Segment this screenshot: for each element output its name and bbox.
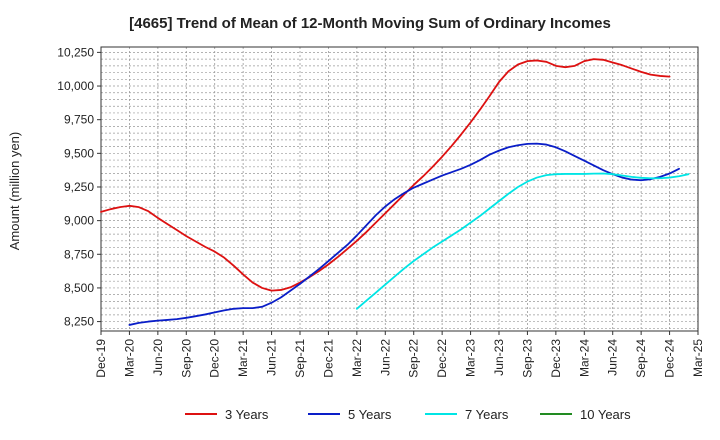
legend-label-5-years: 5 Years [348, 407, 392, 422]
x-tick-label: Mar-24 [577, 339, 591, 377]
series-line-5-years [128, 142, 680, 326]
x-tick-label: Sep-22 [407, 339, 421, 378]
x-tick-label: Sep-24 [634, 339, 648, 378]
plot-area: 8,250 8,500 8,750 9,000 9,250 9,500 9,750 10,00… [57, 45, 705, 377]
y-axis-label: Amount (million yen) [7, 132, 22, 251]
y-tick-label: 8,250 [64, 315, 94, 329]
y-tick-label: 10,000 [57, 79, 94, 93]
x-tick-label: Dec-20 [208, 339, 222, 378]
x-tick-label: Mar-22 [350, 339, 364, 377]
plot-frame [100, 46, 699, 332]
y-tick-label: 8,500 [64, 281, 94, 295]
x-tick-label: Jun-24 [606, 339, 620, 376]
legend: 3 Years 5 Years 7 Years 10 Years [185, 407, 631, 422]
x-tick-label: Dec-19 [94, 339, 108, 378]
series-line-7-years [355, 172, 690, 310]
y-tick-label: 9,500 [64, 146, 94, 160]
x-tick-label: Dec-21 [321, 339, 335, 378]
plot-background [101, 47, 698, 331]
y-tick-label: 9,000 [64, 214, 94, 228]
x-tick-label: Sep-21 [293, 339, 307, 378]
legend-label-10-years: 10 Years [580, 407, 631, 422]
legend-label-7-years: 7 Years [465, 407, 509, 422]
x-tick-label: Dec-23 [549, 339, 563, 378]
x-tick-label: Jun-21 [265, 339, 279, 376]
legend-label-3-years: 3 Years [225, 407, 269, 422]
x-tick-label: Mar-23 [464, 339, 478, 377]
x-tick-label: Jun-23 [492, 339, 506, 376]
x-tick-label: Dec-22 [435, 339, 449, 378]
y-tick-label: 8,750 [64, 247, 94, 261]
x-tick-label: Mar-21 [236, 339, 250, 377]
x-tick-label: Jun-22 [378, 339, 392, 376]
x-tick-label: Mar-20 [122, 339, 136, 377]
y-tick-label: 9,750 [64, 113, 94, 127]
x-tick-label: Sep-23 [520, 339, 534, 378]
x-tick-label: Dec-24 [663, 339, 677, 378]
x-tick-label: Mar-25 [691, 339, 705, 377]
chart-title: [4665] Trend of Mean of 12-Month Moving … [129, 15, 611, 32]
x-tick-label: Jun-20 [151, 339, 165, 376]
y-tick-label: 9,250 [64, 180, 94, 194]
series-line-3-years [100, 58, 671, 292]
y-tick-label: 10,250 [57, 45, 94, 59]
x-tick-label: Sep-20 [179, 339, 193, 378]
